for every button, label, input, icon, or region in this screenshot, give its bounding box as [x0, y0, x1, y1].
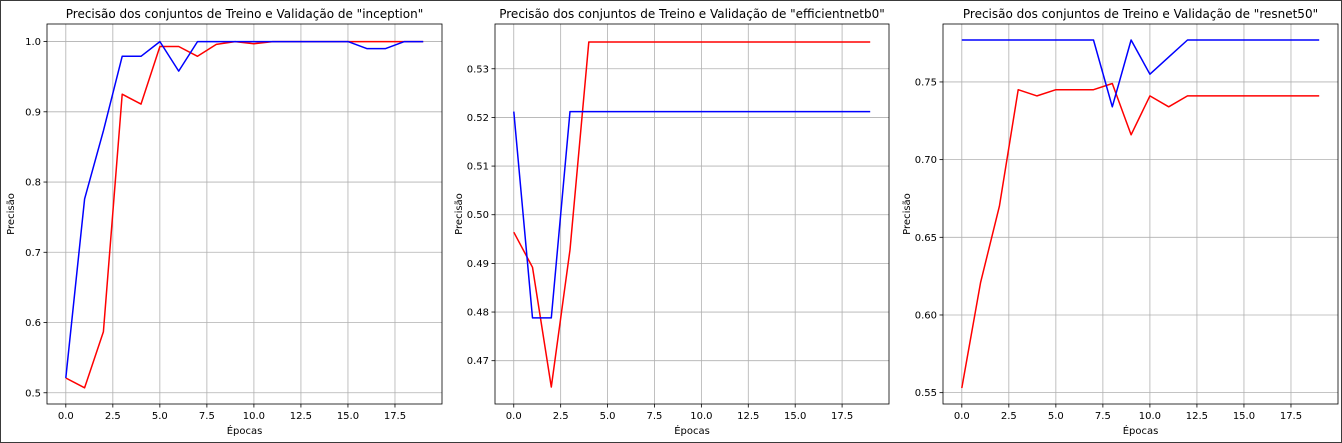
x-tick-label: 0.0	[954, 411, 970, 422]
series-line-1	[513, 41, 871, 388]
y-tick-label: 0.49	[467, 259, 489, 270]
y-tick-label: 0.6	[25, 318, 41, 329]
y-tick-label: 0.8	[25, 178, 41, 189]
y-tick-label: 0.47	[467, 356, 489, 367]
series-line-2	[961, 39, 1320, 108]
x-tick-label: 12.5	[1186, 411, 1208, 422]
chart-panel-2: 0.0 2.5 5.0 7.5 10.0 12.5 15.0 17.5 0.47 0.48 0.49…	[454, 7, 890, 437]
y-tick-label: 0.48	[467, 308, 489, 319]
y-tick-label: 1.0	[25, 37, 41, 48]
x-tick-label: 0.0	[58, 411, 74, 422]
x-tick-label: 10.0	[243, 411, 265, 422]
chart-title: Precisão dos conjuntos de Treino e Valid…	[66, 7, 423, 21]
y-axis-label: Precisão	[902, 193, 913, 235]
x-tick-label: 2.5	[105, 411, 121, 422]
plot-area-frame	[46, 23, 443, 405]
chart-panel-3: 0.0 2.5 5.0 7.5 10.0 12.5 15.0 17.5 0.55 0.60 0.65…	[902, 7, 1339, 437]
chart-title: Precisão dos conjuntos de Treino e Valid…	[963, 7, 1318, 21]
y-tick-label: 0.75	[915, 77, 937, 88]
x-tick-label: 0.0	[506, 411, 522, 422]
x-axis-label: Épocas	[1123, 424, 1159, 437]
x-tick-label: 10.0	[690, 411, 712, 422]
series-line-2	[65, 40, 424, 379]
series-line-1	[65, 40, 424, 389]
y-tick-label: 0.52	[467, 113, 489, 124]
x-axis-label: Épocas	[227, 424, 263, 437]
x-axis-label: Épocas	[674, 424, 710, 437]
x-tick-label: 5.0	[152, 411, 168, 422]
x-tick-label: 5.0	[1048, 411, 1064, 422]
y-tick-label: 0.60	[915, 310, 937, 321]
y-tick-label: 0.70	[915, 155, 937, 166]
plot-area-frame	[942, 23, 1339, 405]
y-tick-label: 0.55	[915, 388, 937, 399]
x-tick-label: 2.5	[553, 411, 569, 422]
y-tick-label: 0.50	[467, 210, 489, 221]
x-tick-label: 15.0	[784, 411, 806, 422]
y-tick-label: 0.51	[467, 162, 489, 173]
plot-area-frame	[494, 23, 890, 405]
x-tick-label: 12.5	[737, 411, 759, 422]
y-tick-label: 0.7	[25, 248, 41, 259]
x-tick-label: 2.5	[1001, 411, 1017, 422]
x-tick-label: 12.5	[290, 411, 312, 422]
x-tick-label: 7.5	[1095, 411, 1111, 422]
x-tick-label: 15.0	[1233, 411, 1255, 422]
y-tick-label: 0.5	[25, 388, 41, 399]
y-tick-label: 0.9	[25, 107, 41, 118]
series-line-1	[961, 82, 1320, 389]
chart-panel-1: 0.0 2.5 5.0 7.5 10.0 12.5 15.0 17.5 0.5 0.6 0.7 0.8…	[6, 7, 443, 437]
x-tick-label: 15.0	[337, 411, 359, 422]
y-tick-label: 0.65	[915, 233, 937, 244]
y-axis-label: Precisão	[6, 193, 17, 235]
y-tick-label: 0.53	[467, 64, 489, 75]
x-tick-label: 17.5	[831, 411, 853, 422]
x-tick-label: 7.5	[647, 411, 663, 422]
x-tick-label: 7.5	[199, 411, 215, 422]
x-tick-label: 10.0	[1139, 411, 1161, 422]
y-axis-label: Precisão	[454, 193, 465, 235]
series-line-2	[513, 110, 871, 319]
x-tick-label: 17.5	[384, 411, 406, 422]
x-tick-label: 5.0	[600, 411, 616, 422]
chart-title: Precisão dos conjuntos de Treino e Valid…	[499, 7, 885, 21]
x-tick-label: 17.5	[1280, 411, 1302, 422]
